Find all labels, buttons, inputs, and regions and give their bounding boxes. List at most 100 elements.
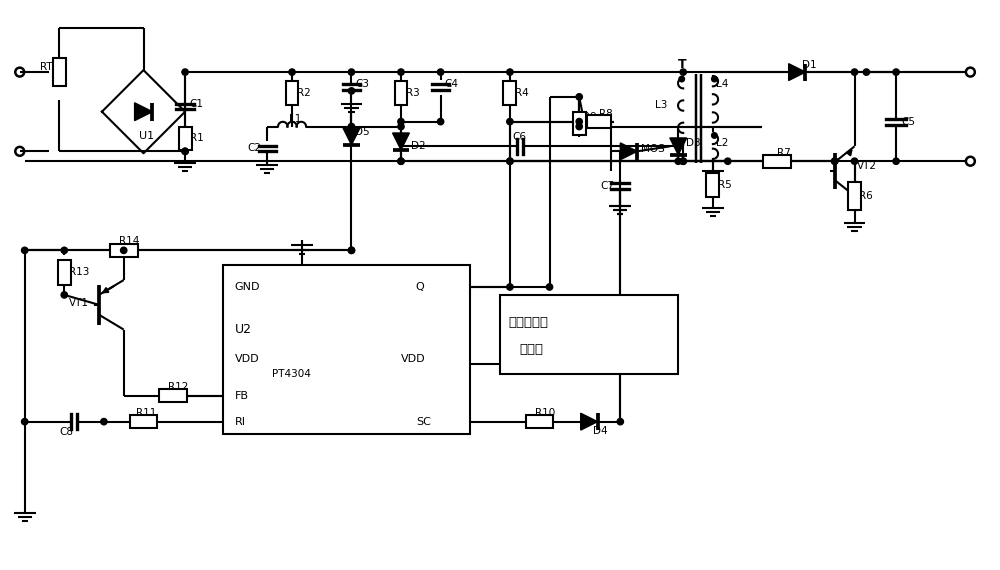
Text: R7: R7 [777, 148, 791, 158]
Bar [573, 112, 586, 136]
Text: L3: L3 [655, 100, 668, 110]
Circle shape [398, 158, 404, 164]
Circle shape [182, 148, 188, 154]
Circle shape [507, 158, 513, 164]
Bar [110, 244, 138, 256]
Circle shape [851, 158, 858, 164]
Text: T: T [678, 58, 687, 71]
Circle shape [576, 93, 582, 100]
Text: R4: R4 [515, 88, 529, 98]
Polygon shape [393, 133, 409, 150]
Circle shape [546, 284, 553, 290]
Text: R5: R5 [718, 180, 732, 190]
Text: R9: R9 [583, 112, 597, 121]
Polygon shape [581, 413, 598, 430]
Text: 增益同相放: 增益同相放 [508, 316, 548, 329]
Circle shape [680, 158, 686, 164]
Circle shape [680, 158, 686, 164]
Circle shape [863, 69, 870, 75]
Circle shape [893, 158, 899, 164]
Text: L1: L1 [289, 113, 301, 124]
Text: C3: C3 [355, 79, 369, 89]
Text: R3: R3 [406, 88, 420, 98]
Text: R8: R8 [599, 109, 613, 119]
Text: C4: C4 [445, 79, 459, 89]
Circle shape [398, 123, 404, 130]
Bar [159, 389, 187, 402]
Bar [587, 115, 611, 128]
Circle shape [507, 158, 513, 164]
Text: D4: D4 [593, 426, 608, 435]
Text: R12: R12 [168, 382, 189, 392]
Circle shape [348, 88, 355, 94]
Circle shape [348, 247, 355, 254]
Text: D5: D5 [355, 127, 370, 136]
Text: R10: R10 [535, 408, 555, 418]
Text: C6: C6 [512, 132, 526, 142]
Text: C1: C1 [189, 99, 203, 109]
Text: D1: D1 [802, 60, 817, 70]
Circle shape [893, 69, 899, 75]
Text: RI: RI [235, 417, 246, 427]
Text: C5: C5 [901, 117, 915, 127]
Circle shape [576, 123, 582, 130]
Circle shape [398, 119, 404, 125]
Circle shape [679, 76, 684, 82]
Circle shape [832, 158, 838, 164]
Bar [223, 265, 470, 434]
Bar [526, 415, 553, 428]
Bar [58, 260, 71, 284]
Circle shape [617, 418, 623, 425]
Text: D3: D3 [686, 139, 701, 148]
Circle shape [182, 148, 188, 154]
Polygon shape [789, 64, 805, 80]
Bar [395, 80, 407, 105]
Circle shape [61, 247, 67, 254]
Circle shape [437, 119, 444, 125]
Circle shape [507, 284, 513, 290]
Circle shape [22, 247, 28, 254]
Text: VDD: VDD [401, 355, 426, 364]
Bar [503, 80, 516, 105]
Circle shape [61, 292, 67, 298]
Text: VDD: VDD [235, 355, 259, 364]
Bar [286, 80, 298, 105]
Text: R6: R6 [859, 191, 873, 201]
Text: R2: R2 [297, 88, 311, 98]
Text: R1: R1 [190, 133, 204, 144]
Circle shape [712, 133, 717, 139]
Circle shape [348, 123, 355, 130]
Circle shape [289, 69, 295, 75]
Text: 大电路: 大电路 [520, 343, 544, 356]
Bar [763, 155, 791, 168]
Circle shape [507, 119, 513, 125]
Bar [848, 182, 861, 210]
Polygon shape [670, 138, 687, 155]
Text: MOS: MOS [641, 144, 664, 154]
Text: L2: L2 [716, 139, 728, 148]
Text: PT4304: PT4304 [272, 369, 311, 379]
Circle shape [712, 76, 717, 82]
Text: R14: R14 [119, 237, 139, 246]
Bar [179, 127, 192, 150]
Bar [53, 58, 66, 86]
Text: R13: R13 [69, 267, 90, 277]
Text: GND: GND [235, 282, 260, 292]
Bar [500, 295, 678, 374]
Circle shape [348, 69, 355, 75]
Circle shape [437, 69, 444, 75]
Text: U2: U2 [235, 323, 252, 336]
Text: U1: U1 [139, 132, 154, 141]
Text: Q: Q [416, 282, 425, 292]
Bar [706, 173, 719, 197]
Circle shape [348, 247, 355, 254]
Polygon shape [343, 128, 360, 145]
Circle shape [507, 69, 513, 75]
Circle shape [576, 119, 582, 125]
Circle shape [101, 418, 107, 425]
Circle shape [851, 69, 858, 75]
Text: RT: RT [40, 62, 52, 72]
Text: VT2: VT2 [856, 161, 876, 171]
Text: L4: L4 [716, 79, 728, 89]
Text: D2: D2 [411, 141, 426, 152]
